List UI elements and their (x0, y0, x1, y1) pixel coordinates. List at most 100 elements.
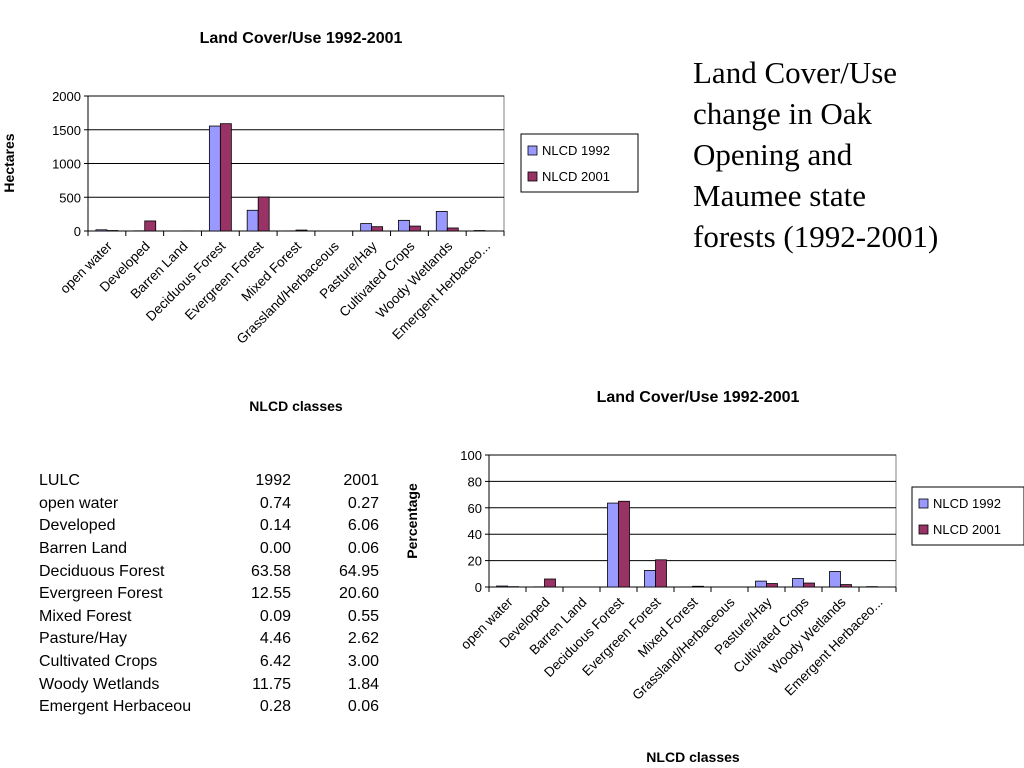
slide-title-line: Land Cover/Use (693, 55, 898, 90)
y-tick-label: 500 (59, 190, 81, 205)
legend-swatch (527, 171, 538, 182)
table-cell: 0.55 (347, 607, 379, 625)
table-cell: 0.09 (259, 607, 291, 625)
table-cell: 6.42 (259, 653, 291, 671)
table-row: Deciduous Forest 63.58 64.95 (36, 560, 382, 583)
plot-area (488, 454, 897, 588)
bar-2001 (692, 585, 704, 588)
y-tick-label: 1500 (52, 123, 81, 138)
table-row: Evergreen Forest 12.55 20.60 (36, 583, 382, 606)
table-row: Emergent Herbaceou 0.28 0.06 (36, 696, 382, 719)
bar-1992 (95, 229, 108, 232)
table-cell: Emergent Herbaceou (39, 698, 192, 716)
y-tick-label: 0 (475, 580, 482, 595)
legend (520, 133, 639, 193)
table-row: Cultivated Crops 6.42 3.00 (36, 651, 382, 674)
y-tick-label: 40 (468, 527, 482, 542)
table-cell: 1.84 (347, 675, 379, 693)
table-cell: 0.28 (259, 698, 291, 716)
bar-1992 (829, 571, 841, 588)
bar-2001 (655, 559, 667, 588)
bar-2001 (257, 196, 270, 232)
table-row: Pasture/Hay 4.46 2.62 (36, 628, 382, 651)
bar-1992 (360, 223, 373, 232)
bar-1992 (755, 580, 767, 588)
y-tick-label: 100 (460, 448, 482, 463)
bar-1992 (644, 570, 656, 588)
y-tick-label: 2000 (52, 89, 81, 104)
bar-2001 (766, 583, 778, 588)
bar-1992 (208, 125, 221, 232)
legend-label: NLCD 1992 (542, 143, 610, 158)
table-row: Barren Land 0.00 0.06 (36, 538, 382, 561)
table-header-cell: LULC (39, 472, 80, 490)
bar-1992 (607, 502, 619, 588)
bar-2001 (840, 584, 852, 588)
legend-swatch (918, 524, 929, 535)
table-cell: 0.06 (347, 698, 379, 716)
table-header-cell: 1992 (255, 472, 291, 490)
table-cell: Deciduous Forest (39, 562, 165, 580)
percentage-chart: Land Cover/Use 1992-2001020406080100open… (404, 389, 1024, 765)
table-cell: 2.62 (347, 630, 379, 648)
slide-title-line: Maumee state (693, 178, 867, 213)
table-cell: 0.74 (259, 494, 291, 512)
table-cell: 12.55 (250, 585, 291, 603)
slide-title-line: Opening and (693, 137, 853, 172)
bar-1992 (246, 209, 259, 232)
bar-1992 (792, 578, 804, 588)
lulc-table: LULC 1992 2001 open water 0.74 0.27 Develop… (36, 470, 382, 719)
legend-swatch (918, 498, 929, 509)
y-tick-label: 1000 (52, 157, 81, 172)
table-cell: 11.75 (252, 675, 291, 693)
table-row: Woody Wetlands 11.75 1.84 (36, 673, 382, 696)
x-axis-label: NLCD classes (646, 749, 740, 765)
table-cell: 0.00 (259, 540, 291, 558)
y-tick-label: 60 (468, 501, 482, 516)
table-cell: Developed (39, 517, 116, 535)
table-cell: open water (39, 494, 119, 512)
table-cell: Woody Wetlands (39, 675, 160, 693)
table-row: Developed 0.14 6.06 (36, 515, 382, 538)
legend-label: NLCD 2001 (933, 522, 1001, 537)
legend-label: NLCD 1992 (933, 496, 1001, 511)
y-axis-label: Percentage (404, 483, 420, 559)
chart-title: Land Cover/Use 1992-2001 (200, 30, 403, 47)
bar-2001 (618, 500, 630, 588)
bar-2001 (446, 227, 459, 232)
y-tick-label: 80 (468, 474, 482, 489)
slide-title-line: forests (1992-2001) (693, 219, 939, 254)
table-header-row: LULC 1992 2001 (36, 470, 382, 493)
bar-2001 (219, 123, 232, 232)
legend-swatch (527, 145, 538, 156)
bar-2001 (371, 226, 384, 232)
bar-1992 (435, 211, 448, 232)
table-cell: Pasture/Hay (39, 630, 128, 648)
table-cell: 0.06 (347, 540, 379, 558)
y-axis-label: Hectares (1, 133, 17, 192)
bar-2001 (144, 220, 157, 232)
bar-2001 (409, 225, 421, 232)
slide-title: Land Cover/Use change in Oak Opening and… (693, 52, 1013, 257)
legend (911, 486, 1024, 546)
table-cell: 6.06 (347, 517, 379, 535)
bar-2001 (544, 578, 556, 588)
table-header-cell: 2001 (343, 472, 379, 490)
chart-title: Land Cover/Use 1992-2001 (597, 389, 800, 406)
table-row: open water 0.74 0.27 (36, 493, 382, 516)
table-cell: 64.95 (338, 562, 379, 580)
table-cell: Mixed Forest (39, 607, 132, 625)
table-cell: Cultivated Crops (39, 653, 158, 671)
table-row: Mixed Forest 0.09 0.55 (36, 606, 382, 629)
table-cell: Evergreen Forest (39, 585, 163, 603)
bar-1992 (496, 585, 508, 588)
bar-2001 (803, 582, 815, 588)
table-cell: Barren Land (39, 540, 128, 558)
table-cell: 0.14 (259, 517, 291, 535)
bar-1992 (398, 219, 410, 232)
table-cell: 20.60 (338, 585, 379, 603)
table-cell: 63.58 (250, 562, 291, 580)
bar-2001 (295, 229, 308, 232)
table-cell: 0.27 (347, 494, 379, 512)
x-axis-label: NLCD classes (249, 398, 343, 414)
